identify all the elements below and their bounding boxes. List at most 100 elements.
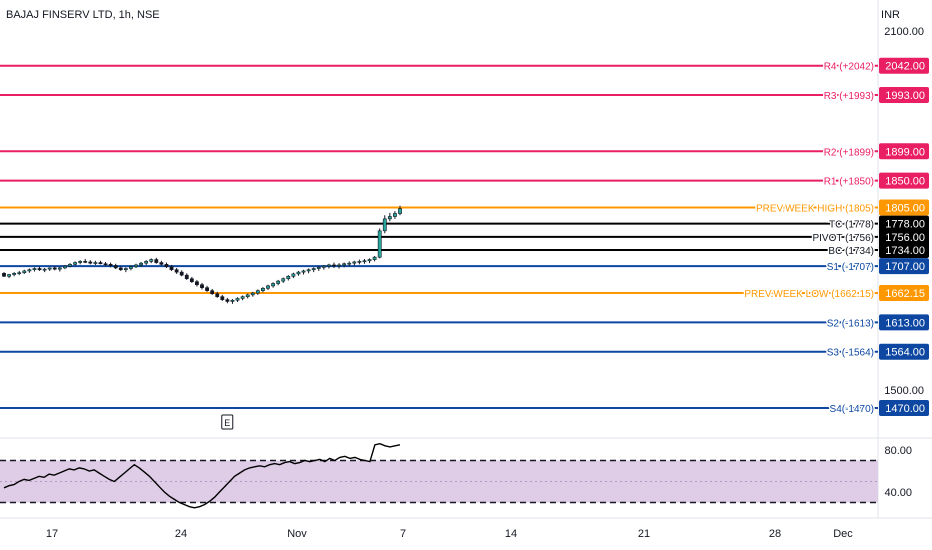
candle xyxy=(377,228,382,259)
candle-body xyxy=(362,260,367,263)
candle-body xyxy=(210,290,215,294)
candle xyxy=(398,205,402,216)
candle xyxy=(42,267,47,273)
candle xyxy=(22,269,27,274)
chart-title: BAJAJ FINSERV LTD, 1h, NSE xyxy=(6,9,160,21)
price-tag-pivot xyxy=(879,228,929,245)
candle-body xyxy=(286,276,291,280)
candle-body xyxy=(169,266,174,271)
candle-body xyxy=(73,262,77,265)
candle xyxy=(73,261,77,266)
level-label-s1: S1 (-1707) xyxy=(827,262,874,273)
level-label-bc: BC (1734) xyxy=(828,246,874,257)
candle-body xyxy=(200,284,204,288)
candle xyxy=(311,267,316,273)
candle xyxy=(372,255,377,262)
candle-body xyxy=(377,230,382,258)
candle xyxy=(189,276,194,283)
candle xyxy=(174,267,179,274)
price-tag-text-r2: 1899.00 xyxy=(885,146,925,158)
candle xyxy=(2,272,6,277)
candle xyxy=(134,263,138,268)
candle-body xyxy=(327,264,331,267)
candle-body xyxy=(164,264,169,268)
candle xyxy=(83,258,88,264)
candle-body xyxy=(387,216,392,220)
price-tag-text-s1: 1707.00 xyxy=(885,261,925,273)
candle xyxy=(210,288,215,295)
candle xyxy=(301,269,306,275)
candle-body xyxy=(372,256,377,260)
candle-body xyxy=(250,292,255,296)
candle xyxy=(98,260,103,265)
price-tag-s1 xyxy=(879,258,929,275)
candle xyxy=(281,277,286,283)
price-tag-text-pwh: 1805.00 xyxy=(885,203,925,215)
candle xyxy=(205,285,209,292)
candle-body xyxy=(134,264,138,268)
candle-body xyxy=(225,299,230,302)
time-axis-tick: 21 xyxy=(638,528,650,540)
candle-body xyxy=(271,283,275,287)
candle-body xyxy=(382,218,387,232)
candle xyxy=(261,287,265,293)
earnings-event-label: E xyxy=(224,418,230,428)
candle xyxy=(347,261,352,267)
candle-body xyxy=(266,285,270,289)
candle-body xyxy=(174,269,179,273)
candle-body xyxy=(17,272,22,275)
candle xyxy=(108,262,113,268)
price-tag-text-bc: 1734.00 xyxy=(885,245,925,257)
candle-body xyxy=(42,268,47,271)
level-label-r2: R2 (+1899) xyxy=(824,147,874,158)
price-tag-text-r1: 1850.00 xyxy=(885,176,925,188)
candle xyxy=(316,266,321,271)
candle-body xyxy=(93,262,98,264)
candle xyxy=(337,263,341,269)
candle-body xyxy=(347,262,352,265)
candle-body xyxy=(32,268,37,271)
candle-body xyxy=(83,261,88,263)
earnings-event-marker xyxy=(221,414,234,430)
candle-body xyxy=(291,273,296,277)
candle-body xyxy=(332,264,336,267)
candle-body xyxy=(123,268,128,271)
price-tag-text-tc: 1778.00 xyxy=(885,219,925,231)
level-label-pwl: PREV.WEEK LOW (1662.15) xyxy=(744,289,874,300)
candle xyxy=(291,272,296,279)
price-tag-s4 xyxy=(879,399,929,416)
candle-body xyxy=(398,208,402,214)
candle xyxy=(271,282,275,288)
candle-body xyxy=(311,268,316,271)
candle-body xyxy=(316,267,321,269)
candle-body xyxy=(12,273,17,275)
candle-body xyxy=(98,262,103,265)
candle-body xyxy=(337,264,341,267)
price-tag-r1 xyxy=(879,172,929,189)
candle xyxy=(78,260,83,265)
candle xyxy=(149,258,154,264)
candle xyxy=(129,265,133,271)
candle xyxy=(235,297,240,303)
level-label-s2: S2 (-1613) xyxy=(827,318,874,329)
rsi-axis-tick: 80.00 xyxy=(884,445,912,457)
price-axis-tick: 2100.00 xyxy=(884,26,924,38)
candle-body xyxy=(357,261,362,263)
candle xyxy=(327,263,331,269)
candle-body xyxy=(154,259,159,263)
candle xyxy=(12,272,17,277)
candle-body xyxy=(195,281,199,285)
candle-body xyxy=(52,267,57,270)
candle-body xyxy=(139,262,143,266)
candle xyxy=(382,215,387,234)
candle xyxy=(352,260,357,266)
price-tag-bc xyxy=(879,241,929,258)
time-axis-tick: 28 xyxy=(769,528,781,540)
candle xyxy=(27,268,32,273)
price-tag-text-pwl: 1662.15 xyxy=(885,288,925,300)
candle xyxy=(367,258,372,264)
price-tag-tc xyxy=(879,215,929,232)
price-tag-text-r3: 1993.00 xyxy=(885,90,925,102)
candle-body xyxy=(78,261,83,263)
